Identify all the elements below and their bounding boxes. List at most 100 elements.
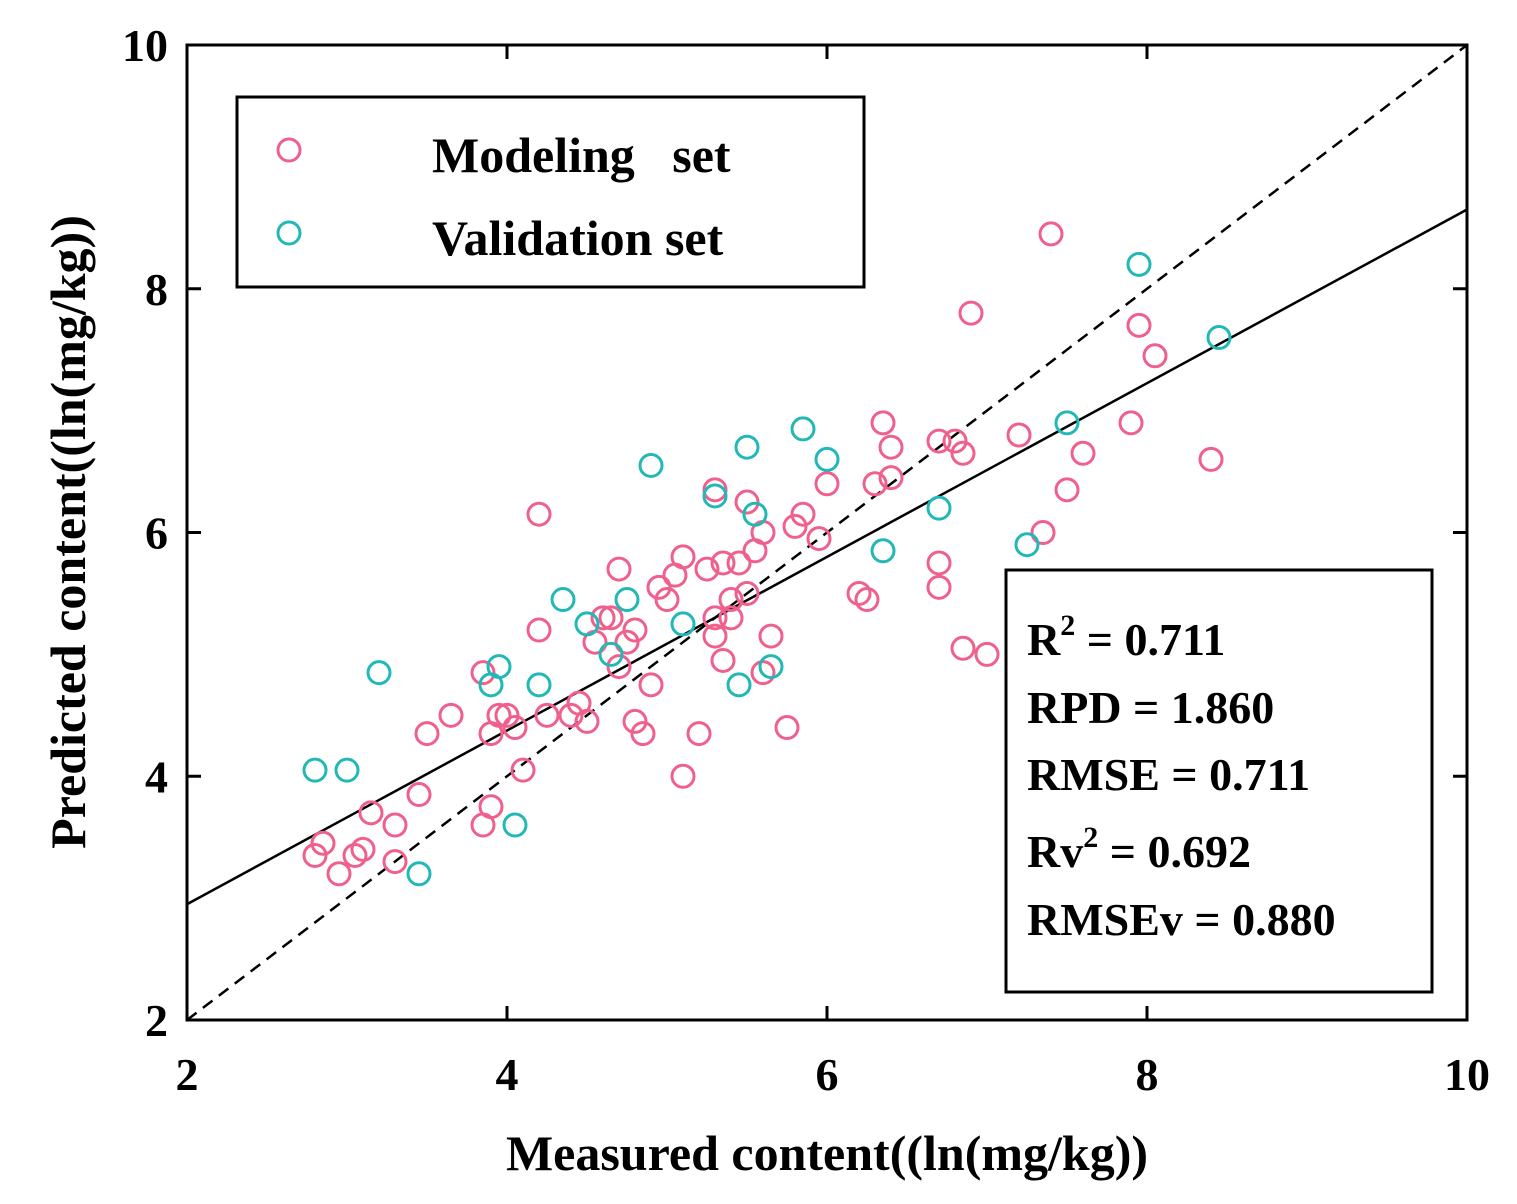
modeling-point — [734, 489, 760, 515]
modeling-point — [878, 465, 904, 491]
fit-line — [187, 208, 1467, 906]
modeling-point — [782, 513, 808, 539]
validation-point — [758, 654, 784, 680]
validation-point — [502, 812, 528, 838]
stats-box: R2 = 0.711 RPD = 1.860 RMSE = 0.711 Rv2 = 0… — [1004, 568, 1434, 994]
modeling-point — [326, 861, 352, 887]
modeling-point — [710, 550, 736, 576]
modeling-point — [494, 702, 520, 728]
validation-point — [614, 587, 640, 613]
validation-point — [526, 672, 552, 698]
validation-point — [926, 495, 952, 521]
modeling-point — [774, 715, 800, 740]
validation-point — [1014, 532, 1040, 558]
modeling-point — [606, 556, 632, 582]
validation-point — [1206, 325, 1232, 350]
modeling-point — [758, 623, 784, 649]
modeling-point — [558, 702, 584, 728]
x-tick-label: 4 — [496, 1049, 519, 1100]
x-axis-label: Measured content((ln(mg/kg)) — [506, 1125, 1148, 1181]
modeling-point — [942, 428, 968, 454]
modeling-point — [926, 550, 952, 576]
modeling-point — [950, 635, 976, 661]
legend-label-validation: Validation set — [432, 210, 724, 266]
modeling-point — [686, 721, 712, 747]
validation-point — [1126, 251, 1152, 277]
modeling-point — [502, 715, 528, 740]
modeling-point — [350, 836, 376, 862]
modeling-point — [710, 647, 736, 673]
modeling-point — [622, 617, 648, 643]
modeling-point — [638, 672, 664, 698]
modeling-point — [950, 440, 976, 466]
modeling-point — [926, 428, 952, 454]
modeling-point — [694, 556, 720, 582]
validation-point — [366, 660, 392, 686]
x-tick-label: 10 — [1444, 1049, 1490, 1100]
modeling-point — [438, 702, 464, 728]
modeling-point — [702, 605, 728, 631]
modeling-point — [1006, 422, 1032, 448]
x-axis-ticks: 2 4 6 8 10 — [176, 45, 1490, 1100]
modeling-point — [862, 471, 888, 497]
modeling-point — [598, 605, 624, 631]
validation-point — [734, 434, 760, 460]
y-tick-label: 8 — [145, 264, 168, 315]
y-axis-ticks: 2 4 6 8 10 — [122, 20, 1467, 1046]
stat-r: R2 = 0.711 — [1027, 609, 1225, 665]
validation-point — [814, 446, 840, 472]
modeling-point — [1118, 410, 1144, 436]
modeling-point — [590, 605, 616, 631]
modeling-point — [750, 660, 776, 686]
modeling-point — [526, 617, 552, 643]
modeling-point — [630, 721, 656, 747]
validation-point — [742, 501, 768, 527]
y-axis-label: Predicted content((ln(mg/kg)) — [40, 215, 96, 849]
modeling-point — [870, 410, 896, 436]
validation-point — [1054, 410, 1080, 436]
modeling-point — [702, 477, 728, 503]
modeling-point — [670, 763, 696, 789]
modeling-point — [574, 708, 600, 734]
modeling-point — [734, 580, 760, 606]
modeling-point — [926, 574, 952, 600]
modeling-point — [958, 300, 984, 326]
data-points — [302, 221, 1232, 887]
validation-point — [406, 861, 432, 887]
validation-point — [670, 611, 696, 637]
modeling-point — [702, 623, 728, 649]
modeling-point — [1038, 221, 1064, 247]
modeling-point — [382, 849, 408, 875]
stat-rmse: RMSE = 0.711 — [1027, 749, 1310, 800]
modeling-point — [1070, 440, 1096, 466]
modeling-point — [302, 842, 328, 868]
validation-point — [598, 641, 624, 667]
modeling-point — [358, 800, 384, 826]
x-tick-label: 8 — [1136, 1049, 1159, 1100]
validation-point — [550, 587, 576, 613]
modeling-point — [622, 708, 648, 734]
modeling-point — [382, 812, 408, 838]
modeling-point — [726, 550, 752, 576]
validation-point — [870, 538, 896, 564]
modeling-point — [670, 544, 696, 570]
modeling-point — [1198, 446, 1224, 472]
stats-frame — [1004, 568, 1434, 994]
modeling-point — [1142, 343, 1168, 369]
modeling-point — [478, 794, 504, 820]
modeling-point — [470, 660, 496, 686]
modeling-point — [654, 587, 680, 613]
modeling-point — [846, 580, 872, 606]
modeling-point — [414, 721, 440, 747]
x-tick-label: 2 — [176, 1049, 199, 1100]
modeling-set-points — [302, 221, 1224, 887]
validation-point — [486, 654, 512, 680]
modeling-point — [510, 757, 536, 783]
modeling-point — [878, 434, 904, 460]
validation-point — [302, 757, 328, 783]
modeling-point — [718, 605, 744, 631]
validation-set-points — [302, 251, 1232, 887]
x-tick-label: 6 — [816, 1049, 839, 1100]
modeling-point — [486, 702, 512, 728]
